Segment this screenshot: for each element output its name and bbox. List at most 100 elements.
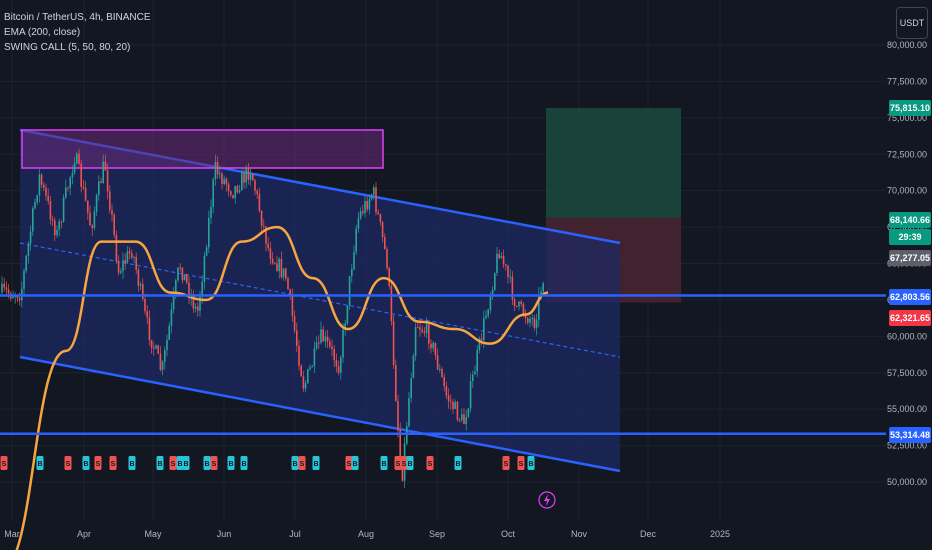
- signal-marker: [291, 456, 299, 470]
- signal-label: S: [347, 461, 352, 468]
- candle-body: [340, 357, 342, 373]
- price-tick-label: 50,000.00: [887, 477, 927, 487]
- candle-body: [522, 303, 525, 316]
- candle-body: [538, 294, 540, 320]
- candle-body: [146, 311, 148, 318]
- signal-label: B: [241, 461, 246, 468]
- symbol-title[interactable]: Bitcoin / TetherUS, 4h, BINANCE: [4, 12, 151, 23]
- candle-body: [95, 195, 98, 212]
- signal-label: S: [111, 461, 116, 468]
- candle-body: [461, 414, 463, 421]
- signal-marker: [156, 456, 164, 470]
- candle-body: [38, 174, 41, 196]
- candle-body: [243, 172, 245, 183]
- candle-body: [89, 212, 91, 226]
- candle-body: [47, 195, 49, 202]
- candle-body: [80, 163, 82, 187]
- price-tag-label: 75,815.10: [890, 103, 930, 113]
- take-profit-zone: [546, 108, 681, 218]
- candle-body: [73, 163, 76, 173]
- candle-body: [87, 200, 89, 213]
- candle-body: [450, 401, 452, 403]
- candle-body: [329, 341, 331, 347]
- candle-body: [520, 301, 522, 304]
- candle-body: [373, 187, 375, 195]
- candle-body: [40, 174, 43, 185]
- signal-label: B: [352, 461, 357, 468]
- candle-body: [172, 294, 175, 310]
- signal-label: B: [528, 461, 533, 468]
- candle-body: [227, 184, 230, 192]
- candle-body: [175, 280, 177, 295]
- signal-label: S: [96, 461, 101, 468]
- candle-body: [381, 221, 384, 238]
- signal-label: B: [177, 461, 182, 468]
- candle-body: [485, 315, 487, 319]
- candle-body: [49, 201, 52, 220]
- signal-label: B: [381, 461, 386, 468]
- candle-body: [331, 346, 333, 349]
- currency-button[interactable]: USDT: [896, 7, 928, 39]
- time-axis[interactable]: Mar Apr May Jun Jul Aug Sep Oct Nov Dec 2025: [4, 529, 730, 539]
- signal-label: S: [504, 461, 509, 468]
- candle-body: [234, 185, 236, 199]
- ema-indicator-label[interactable]: EMA (200, close): [4, 27, 81, 38]
- signal-marker: [454, 456, 462, 470]
- candle-body: [32, 208, 34, 232]
- candle-body: [476, 349, 478, 372]
- candle-body: [419, 327, 421, 330]
- price-tick-label: 72,500.00: [887, 149, 927, 159]
- candle-body: [392, 321, 395, 366]
- candle-body: [113, 214, 115, 235]
- candle-body: [102, 161, 104, 183]
- candle-body: [357, 218, 360, 229]
- candle-body: [249, 173, 252, 180]
- candle-body: [106, 170, 109, 192]
- candle-body: [51, 219, 54, 221]
- candle-body: [540, 291, 542, 295]
- swing-call-indicator-label[interactable]: SWING CALL (5, 50, 80, 20): [4, 42, 131, 53]
- signal-label: S: [396, 461, 401, 468]
- signal-label: B: [157, 461, 162, 468]
- candle-body: [3, 283, 5, 288]
- candle-body: [458, 419, 461, 421]
- lightning-icon[interactable]: [538, 491, 556, 509]
- candle-body: [205, 247, 208, 256]
- candle-body: [65, 187, 67, 198]
- candle-body: [447, 395, 450, 402]
- candle-body: [293, 316, 296, 331]
- channel-mid-line: [19, 242, 621, 358]
- signal-marker: [94, 456, 102, 470]
- candle-body: [527, 318, 529, 323]
- candle-body: [276, 263, 278, 272]
- price-tag-bg: [889, 310, 931, 326]
- candle-body: [256, 190, 258, 195]
- price-tag-label: 62,803.56: [890, 292, 930, 302]
- candle-body: [535, 319, 538, 328]
- candle-body: [287, 278, 289, 290]
- candle-body: [472, 374, 474, 382]
- candle-body: [238, 190, 241, 193]
- time-tick-label: Mar: [4, 529, 20, 539]
- candle-body: [98, 181, 100, 196]
- candle-body: [370, 194, 373, 200]
- candle-body: [296, 330, 298, 346]
- candle-body: [469, 381, 472, 409]
- time-tick-label: Oct: [501, 529, 516, 539]
- candle-body: [326, 336, 329, 342]
- candle-body: [408, 397, 410, 427]
- candle-body: [210, 206, 212, 218]
- candle-body: [223, 178, 225, 185]
- candle-body: [355, 228, 357, 253]
- signal-label: B: [204, 461, 209, 468]
- candle-body: [133, 256, 135, 258]
- candle-body: [430, 343, 432, 349]
- candle-body: [247, 167, 250, 180]
- signal-marker: [169, 456, 177, 470]
- candle-body: [109, 191, 111, 211]
- ema-line: [15, 225, 549, 550]
- candle-body: [494, 273, 496, 290]
- candle-body: [111, 210, 113, 215]
- candle-body: [214, 162, 217, 180]
